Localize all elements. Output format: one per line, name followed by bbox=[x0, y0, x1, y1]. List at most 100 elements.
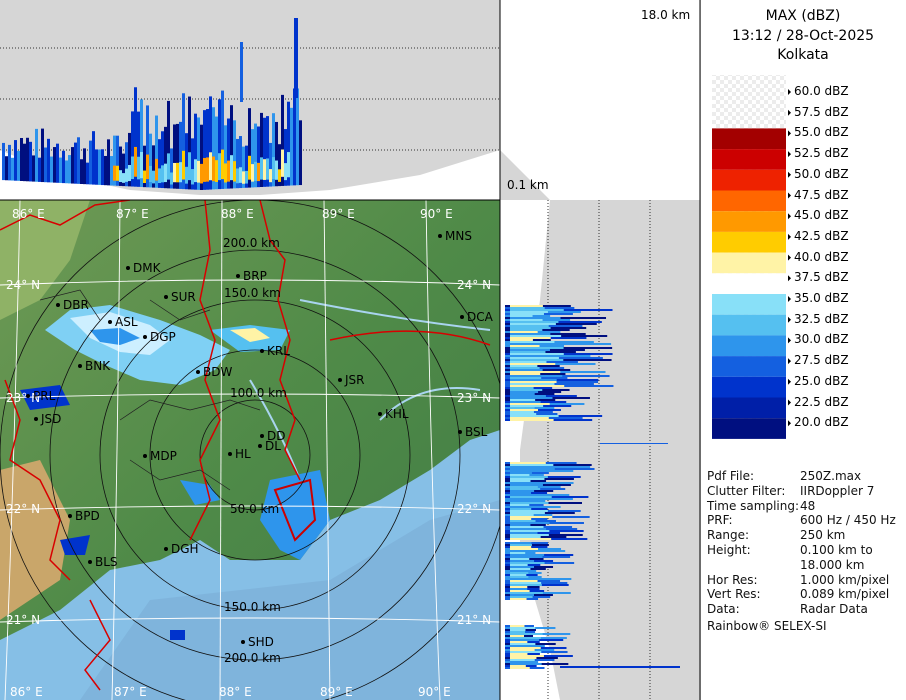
legend-swatch bbox=[712, 397, 786, 419]
city-marker bbox=[438, 234, 442, 238]
legend-swatches bbox=[712, 75, 791, 439]
city-label: BPD bbox=[75, 509, 100, 523]
metadata-row: Vert Res: 0.089 km/pixel bbox=[707, 587, 903, 602]
city-marker bbox=[126, 266, 130, 270]
legend-label: 25.0 dBZ bbox=[794, 373, 849, 388]
echo-cell bbox=[20, 385, 70, 410]
city-label: MDP bbox=[150, 449, 177, 463]
legend-label: 50.0 dBZ bbox=[794, 166, 849, 181]
legend-swatch bbox=[712, 128, 786, 150]
metadata-key: Hor Res: bbox=[707, 572, 758, 587]
metadata-key: Pdf File: bbox=[707, 469, 755, 483]
city-marker bbox=[260, 434, 264, 438]
metadata-row: Pdf File: 250Z.max bbox=[707, 469, 903, 484]
station-name: Kolkata bbox=[777, 47, 829, 63]
legend-label: 55.0 dBZ bbox=[794, 125, 849, 140]
city-marker bbox=[258, 444, 262, 448]
metadata-key: PRF: bbox=[707, 513, 733, 528]
river bbox=[379, 387, 481, 421]
legend-label: 27.5 dBZ bbox=[794, 353, 849, 368]
state-borders bbox=[0, 200, 491, 691]
city-label: DMK bbox=[133, 261, 162, 275]
range-label: 100.0 km bbox=[230, 386, 287, 400]
range-label: 150.0 km bbox=[224, 286, 281, 300]
legend-swatch bbox=[712, 314, 786, 336]
lon-label: 90° E bbox=[420, 207, 453, 221]
product-title: MAX (dBZ) bbox=[765, 8, 841, 24]
metadata-key: Range: bbox=[707, 528, 750, 543]
legend-swatch bbox=[712, 169, 786, 191]
lat-label: 24° N bbox=[6, 278, 40, 292]
lon-label: 89° E bbox=[322, 207, 355, 221]
range-label: 200.0 km bbox=[223, 236, 280, 250]
metadata-key: Time sampling: bbox=[707, 498, 800, 513]
legend-label: 52.5 dBZ bbox=[794, 146, 849, 161]
metadata-row: 18.000 km bbox=[707, 558, 903, 573]
legend-label: 35.0 dBZ bbox=[794, 291, 849, 305]
lat-label: 22° N bbox=[6, 502, 40, 516]
metadata-value: Radar Data bbox=[800, 602, 868, 617]
city-label: SHD bbox=[248, 635, 274, 649]
city-marker bbox=[143, 335, 147, 339]
lon-label: 87° E bbox=[116, 207, 149, 221]
legend-label: 32.5 dBZ bbox=[794, 311, 849, 326]
lat-label: 21° N bbox=[457, 613, 491, 627]
hills-southwest bbox=[0, 460, 70, 620]
metadata-value: IIRDoppler 7 bbox=[800, 483, 875, 498]
metadata-key: Vert Res: bbox=[707, 587, 761, 602]
metadata-row: Clutter Filter: IIRDoppler 7 bbox=[707, 484, 903, 499]
city-label: DGH bbox=[171, 542, 199, 556]
legend-swatch bbox=[712, 231, 786, 253]
legend-label: 57.5 dBZ bbox=[794, 104, 849, 119]
corner-fold bbox=[500, 150, 550, 200]
city-marker bbox=[78, 364, 82, 368]
right-profile-echo bbox=[505, 305, 680, 669]
lat-label: 24° N bbox=[457, 278, 491, 292]
legend-label: 42.5 dBZ bbox=[794, 228, 849, 243]
city-label: DGP bbox=[150, 330, 176, 344]
echo-core bbox=[90, 328, 140, 345]
echo-cell bbox=[170, 630, 185, 640]
city-marker bbox=[108, 320, 112, 324]
city-label: BLS bbox=[95, 555, 118, 569]
city-label: DD bbox=[267, 429, 285, 443]
city-label: HL bbox=[235, 447, 251, 461]
city-marker bbox=[241, 640, 245, 644]
legend-swatch bbox=[712, 335, 786, 357]
lon-label: 88° E bbox=[221, 207, 254, 221]
lon-label: 88° E bbox=[219, 685, 252, 699]
legend-label: 30.0 dBZ bbox=[794, 332, 849, 347]
metadata-row: Hor Res: 1.000 km/pixel bbox=[707, 573, 903, 588]
metadata-value: 250 km bbox=[800, 528, 846, 543]
timestamp: 13:12 / 28-Oct-2025 bbox=[731, 28, 875, 44]
metadata-table: Pdf File: 250Z.max Clutter Filter: IIRDoppl… bbox=[707, 469, 903, 634]
range-label: 50.0 km bbox=[230, 502, 279, 516]
legend-label: 37.5 dBZ bbox=[794, 270, 849, 285]
deep-sea bbox=[80, 500, 500, 700]
metadata-key: Clutter Filter: bbox=[707, 483, 786, 498]
city-label: MNS bbox=[445, 229, 472, 243]
city-label: SUR bbox=[171, 290, 196, 304]
city-label: BNK bbox=[85, 359, 111, 373]
city-label: DL bbox=[265, 439, 281, 453]
metadata-key: Data: bbox=[707, 602, 740, 617]
city-marker bbox=[236, 274, 240, 278]
city-marker bbox=[228, 452, 232, 456]
metadata-value: 18.000 km bbox=[800, 557, 865, 572]
city-label: PRL bbox=[33, 389, 56, 403]
metadata-row: Height: 0.100 km to bbox=[707, 543, 903, 558]
legend-label: 47.5 dBZ bbox=[794, 187, 849, 202]
legend-swatch bbox=[712, 211, 786, 232]
plateau-west bbox=[0, 200, 90, 320]
city-label: JSD bbox=[40, 412, 61, 426]
legend-swatch bbox=[712, 252, 786, 274]
profile-terrain-mask bbox=[0, 150, 500, 200]
city-marker bbox=[26, 394, 30, 398]
legend-swatch bbox=[712, 149, 786, 170]
city-marker bbox=[260, 349, 264, 353]
metadata-value: 0.089 km/pixel bbox=[800, 587, 890, 602]
legend-label: 45.0 dBZ bbox=[794, 208, 849, 223]
city-marker bbox=[34, 417, 38, 421]
city-marker bbox=[338, 378, 342, 382]
